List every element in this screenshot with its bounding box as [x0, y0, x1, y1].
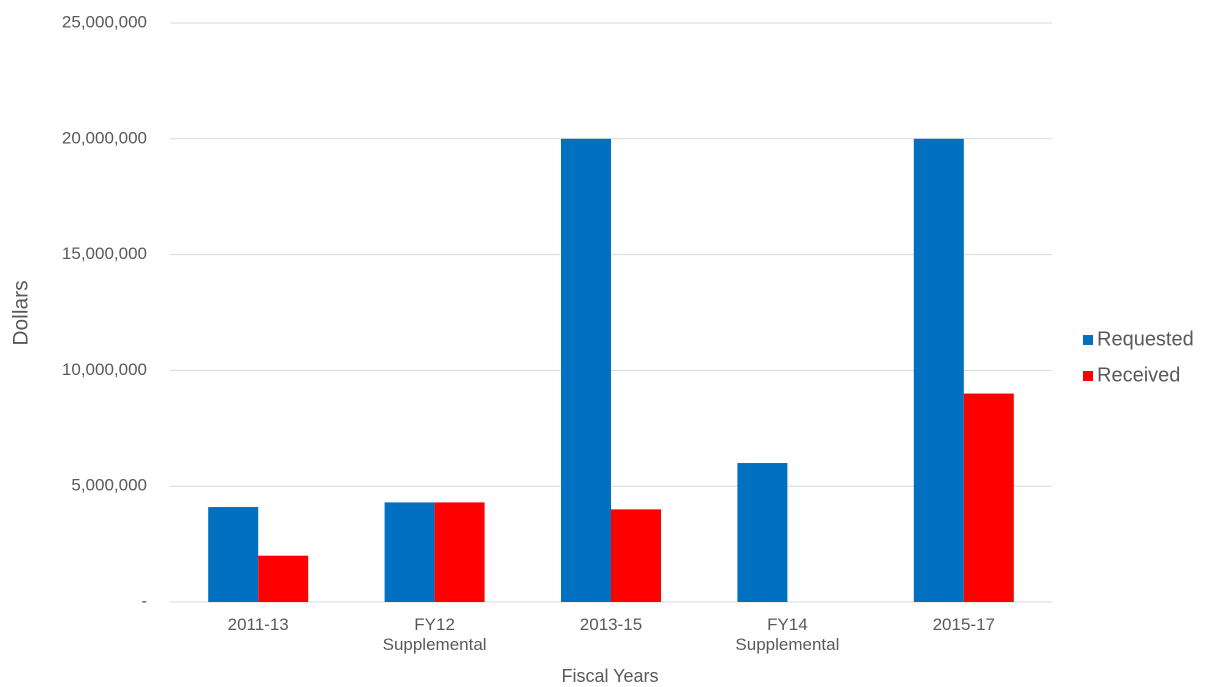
x-axis-title: Fiscal Years [561, 666, 658, 686]
x-tick-label: FY12 Supplemental [382, 615, 487, 654]
bar [258, 555, 309, 602]
x-tick-label: 2011-13 [227, 615, 289, 634]
x-tick-label: FY14 Supplemental [735, 615, 840, 654]
legend-swatch [1083, 335, 1093, 345]
bar [963, 393, 1014, 602]
legend-label: Received [1097, 364, 1180, 386]
y-tick-label: 10,000,000 [62, 360, 147, 379]
y-tick-label: 5,000,000 [71, 476, 147, 495]
y-tick-label: - [141, 591, 147, 610]
y-tick-label: 15,000,000 [62, 244, 147, 263]
x-tick-label: 2013-15 [579, 615, 643, 634]
bar [208, 507, 259, 602]
legend-swatch [1083, 371, 1093, 381]
bar [737, 463, 788, 602]
y-axis-title: Dollars [10, 280, 33, 345]
bar [561, 138, 611, 603]
x-tick-label: 2015-17 [932, 615, 995, 634]
y-tick-label: 25,000,000 [62, 12, 147, 31]
bar [384, 502, 435, 602]
bar [913, 138, 964, 603]
y-tick-label: 20,000,000 [62, 128, 147, 147]
bar [611, 509, 661, 602]
legend-label: Requested [1097, 328, 1194, 350]
bar [434, 502, 485, 602]
